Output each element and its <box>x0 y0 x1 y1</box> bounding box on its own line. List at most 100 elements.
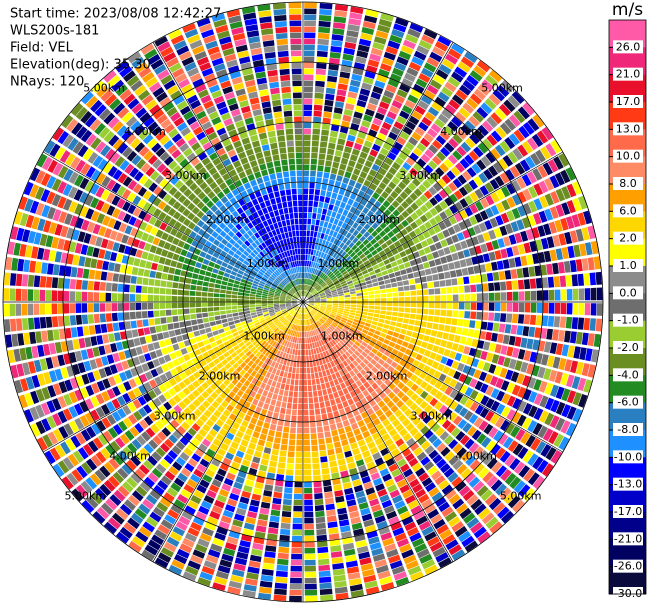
range-gate <box>534 327 542 338</box>
range-gate <box>503 99 516 113</box>
range-gate <box>554 303 561 314</box>
range-gate <box>306 313 310 319</box>
range-gate <box>434 96 447 107</box>
range-gate <box>193 267 201 274</box>
range-gate <box>264 315 271 319</box>
range-gate <box>289 309 295 314</box>
range-gate <box>460 468 472 479</box>
range-gate <box>301 332 303 338</box>
range-gate <box>293 295 299 299</box>
range-gate <box>148 318 155 326</box>
range-gate <box>371 163 380 172</box>
range-gate <box>417 362 426 370</box>
range-gate <box>343 313 349 317</box>
range-gate <box>225 452 235 461</box>
range-gate <box>292 324 296 330</box>
range-gate <box>57 395 67 409</box>
range-gate <box>454 212 463 223</box>
range-gate <box>270 509 281 517</box>
range-gate <box>388 414 397 423</box>
range-gate <box>400 269 407 275</box>
range-gate <box>440 239 448 248</box>
range-gate <box>40 173 51 187</box>
range-gate <box>75 291 82 302</box>
range-gate <box>11 333 19 347</box>
range-gate <box>500 419 510 432</box>
range-gate <box>269 289 275 293</box>
range-gate <box>313 348 317 355</box>
range-gate <box>70 156 81 170</box>
range-gate <box>507 95 520 108</box>
range-gate <box>81 373 90 385</box>
range-gate <box>345 255 352 262</box>
range-gate <box>312 463 320 470</box>
range-gate <box>385 263 392 270</box>
range-gate <box>402 126 413 136</box>
range-gate <box>287 451 295 458</box>
range-gate <box>383 274 390 280</box>
range-gate <box>512 291 519 301</box>
range-gate <box>85 385 95 397</box>
range-gate <box>572 408 583 423</box>
range-gate <box>148 278 155 286</box>
range-gate <box>429 377 438 386</box>
range-gate <box>173 221 182 230</box>
range-gate <box>259 338 265 344</box>
range-gate <box>266 410 274 418</box>
range-gate <box>35 388 45 402</box>
range-gate <box>174 350 183 358</box>
range-gate <box>355 286 362 291</box>
range-gate <box>508 133 521 146</box>
range-gate <box>423 246 432 254</box>
range-gate <box>154 376 163 386</box>
range-gate <box>210 244 218 251</box>
range-gate <box>348 285 355 290</box>
range-gate <box>307 293 312 298</box>
range-gate <box>187 560 201 570</box>
range-gate <box>247 511 258 519</box>
range-gate <box>555 417 566 431</box>
range-gate <box>310 310 315 316</box>
range-gate <box>342 367 349 375</box>
range-gate <box>587 257 595 271</box>
range-gate <box>459 259 467 268</box>
range-gate <box>40 189 51 203</box>
range-gate <box>486 134 498 146</box>
range-gate <box>268 308 274 312</box>
range-gate <box>168 434 178 444</box>
range-gate <box>117 293 124 302</box>
range-gate <box>289 316 294 322</box>
range-gate <box>388 554 401 564</box>
range-gate <box>147 286 154 294</box>
range-gate <box>211 458 221 467</box>
range-gate <box>59 150 71 163</box>
range-gate <box>310 280 314 286</box>
range-gate <box>304 331 307 338</box>
range-gate <box>396 245 404 253</box>
range-gate <box>390 190 399 199</box>
range-gate <box>404 72 416 83</box>
range-gate <box>363 416 372 425</box>
range-gate <box>414 320 421 327</box>
range-gate <box>309 361 313 368</box>
range-gate <box>408 61 422 72</box>
range-gate <box>387 365 395 373</box>
range-gate <box>303 152 310 159</box>
range-gate <box>300 355 303 362</box>
range-gate <box>544 177 554 191</box>
range-gate <box>419 327 426 334</box>
range-gate <box>352 222 359 229</box>
range-gate <box>424 384 434 393</box>
range-gate <box>438 373 447 382</box>
range-gate <box>33 359 42 373</box>
range-gate <box>153 302 160 310</box>
range-gate <box>532 114 545 128</box>
range-gate <box>290 317 294 323</box>
range-gate <box>304 469 312 476</box>
range-gate <box>330 551 343 558</box>
range-gate <box>377 238 385 246</box>
range-gate <box>274 406 281 413</box>
range-gate <box>339 201 347 209</box>
range-gate <box>345 493 355 501</box>
range-gate <box>554 172 565 186</box>
